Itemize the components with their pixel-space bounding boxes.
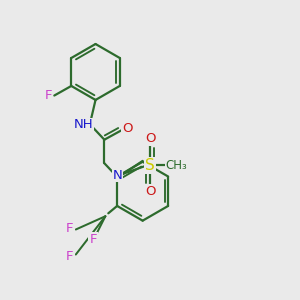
Text: F: F	[66, 221, 74, 235]
Text: S: S	[145, 158, 155, 173]
Text: O: O	[145, 132, 155, 145]
Text: O: O	[122, 122, 133, 135]
Text: N: N	[113, 169, 122, 182]
Text: O: O	[145, 185, 155, 198]
Text: F: F	[89, 233, 97, 246]
Text: F: F	[66, 250, 74, 263]
Text: CH₃: CH₃	[166, 159, 188, 172]
Text: F: F	[45, 89, 52, 102]
Text: NH: NH	[74, 118, 94, 131]
